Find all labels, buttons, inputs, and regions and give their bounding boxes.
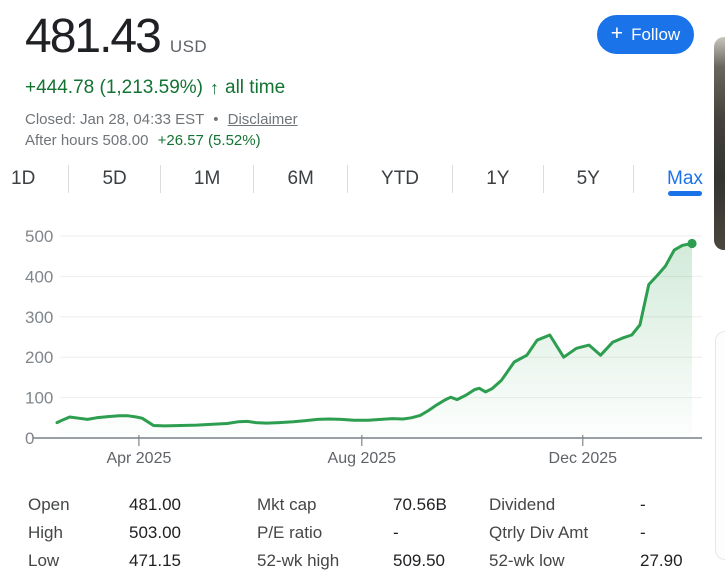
stat-value: - <box>640 495 646 514</box>
stat-row: Qtrly Div Amt - <box>489 519 683 547</box>
stat-label: High <box>28 523 63 542</box>
tab-label: 5Y <box>576 168 600 189</box>
stat-value: 481.00 <box>129 495 181 514</box>
current-price: 481.43 <box>25 10 162 63</box>
y-axis-label: 0 <box>25 429 34 448</box>
price-row: 481.43 USD <box>25 10 208 63</box>
y-axis-label: 400 <box>25 267 53 286</box>
tab-label: 5D <box>102 168 127 189</box>
stat-value: 27.90 <box>640 551 683 570</box>
price-change-value: +444.78 (1,213.59%) <box>25 77 203 98</box>
tab-5d[interactable]: 5D <box>99 167 129 191</box>
y-axis-label: 300 <box>25 308 53 327</box>
stat-value: 471.15 <box>129 551 181 570</box>
stat-row: 52-wk high 509.50 <box>257 547 447 575</box>
range-tabs: 1D 5D 1M 6M YTD 1Y 5Y Max <box>8 164 706 196</box>
y-axis-label: 200 <box>25 348 53 367</box>
tab-divider <box>346 165 348 193</box>
stat-row: Open 481.00 <box>28 491 181 519</box>
tab-label: Max <box>667 168 703 189</box>
stat-row: High 503.00 <box>28 519 181 547</box>
tab-divider <box>542 165 544 193</box>
stat-value: - <box>393 523 399 542</box>
tab-label: 1M <box>193 168 221 189</box>
tab-divider <box>452 165 454 193</box>
up-arrow-icon: ↑ <box>210 77 219 98</box>
tab-1d[interactable]: 1D <box>8 167 38 191</box>
stat-label: P/E ratio <box>257 523 323 542</box>
chart-area-fill <box>57 243 692 438</box>
tab-label: YTD <box>381 168 420 189</box>
stat-value: - <box>640 523 646 542</box>
stat-value: 509.50 <box>393 551 445 570</box>
tab-divider <box>632 165 634 193</box>
after-hours-price: After hours 508.00 <box>25 132 149 149</box>
adjacent-panel-card-edge <box>715 331 725 560</box>
stats-column-3: Dividend - Qtrly Div Amt - 52-wk low 27.90 <box>489 491 683 575</box>
tab-divider <box>159 165 161 193</box>
tab-label: 6M <box>287 168 314 189</box>
follow-button[interactable]: + Follow <box>597 15 694 54</box>
stat-label: 52-wk high <box>257 551 340 570</box>
follow-button-label: Follow <box>631 24 681 44</box>
x-axis-label: Dec 2025 <box>549 450 618 467</box>
y-axis-labels: 0 100 200 300 400 500 <box>25 227 53 448</box>
disclaimer-link[interactable]: Disclaimer <box>227 111 298 128</box>
tab-divider <box>253 165 255 193</box>
stats-column-1: Open 481.00 High 503.00 Low 471.15 <box>28 491 181 575</box>
stat-row: P/E ratio - <box>257 519 447 547</box>
tab-divider <box>68 165 70 193</box>
stat-row: Low 471.15 <box>28 547 181 575</box>
market-status-row: Closed: Jan 28, 04:33 EST • Disclaimer <box>25 111 298 128</box>
tab-max[interactable]: Max <box>664 167 706 196</box>
x-axis: Apr 2025 Aug 2025 Dec 2025 <box>106 435 617 467</box>
stats-table: Open 481.00 High 503.00 Low 471.15 Mkt cap 70.5… <box>0 491 712 579</box>
price-change-period: all time <box>225 77 286 98</box>
x-axis-label: Apr 2025 <box>106 450 171 467</box>
bullet-separator: • <box>213 111 219 128</box>
price-change-row: +444.78 (1,213.59%) ↑ all time <box>25 77 285 99</box>
plus-icon: + <box>610 21 624 45</box>
tab-1m[interactable]: 1M <box>191 167 223 191</box>
tab-label: 1D <box>11 168 36 189</box>
price-chart[interactable]: Apr 2025 Aug 2025 Dec 2025 0 100 200 300 400 500 <box>0 216 712 474</box>
chart-line <box>55 242 694 428</box>
chart-endpoint-dot <box>687 238 697 249</box>
tab-5y[interactable]: 5Y <box>574 167 603 191</box>
tab-6m[interactable]: 6M <box>284 167 316 191</box>
stat-row: 52-wk low 27.90 <box>489 547 683 575</box>
stats-column-2: Mkt cap 70.56B P/E ratio - 52-wk high 509.50 <box>257 491 447 575</box>
stat-label: Qtrly Div Amt <box>489 523 589 542</box>
active-tab-indicator <box>667 191 702 196</box>
market-status-text: Closed: Jan 28, 04:33 EST <box>25 111 205 128</box>
tab-ytd[interactable]: YTD <box>378 167 422 191</box>
adjacent-panel-image-edge <box>714 37 725 250</box>
stat-label: Low <box>28 551 60 570</box>
stat-row: Dividend - <box>489 491 683 519</box>
currency-label: USD <box>169 37 208 56</box>
stat-value: 503.00 <box>129 523 181 542</box>
y-axis-label: 100 <box>25 389 53 408</box>
stat-label: Mkt cap <box>257 495 317 514</box>
stat-value: 70.56B <box>393 495 447 514</box>
stat-label: Open <box>28 495 70 514</box>
tab-label: 1Y <box>486 168 510 189</box>
x-axis-label: Aug 2025 <box>328 450 397 467</box>
stat-label: 52-wk low <box>489 551 565 570</box>
after-hours-row: After hours 508.00 +26.57 (5.52%) <box>25 132 261 149</box>
tab-1y[interactable]: 1Y <box>483 167 512 191</box>
stat-row: Mkt cap 70.56B <box>257 491 447 519</box>
stat-label: Dividend <box>489 495 556 514</box>
after-hours-change: +26.57 (5.52%) <box>157 132 261 149</box>
y-axis-label: 500 <box>25 227 53 246</box>
